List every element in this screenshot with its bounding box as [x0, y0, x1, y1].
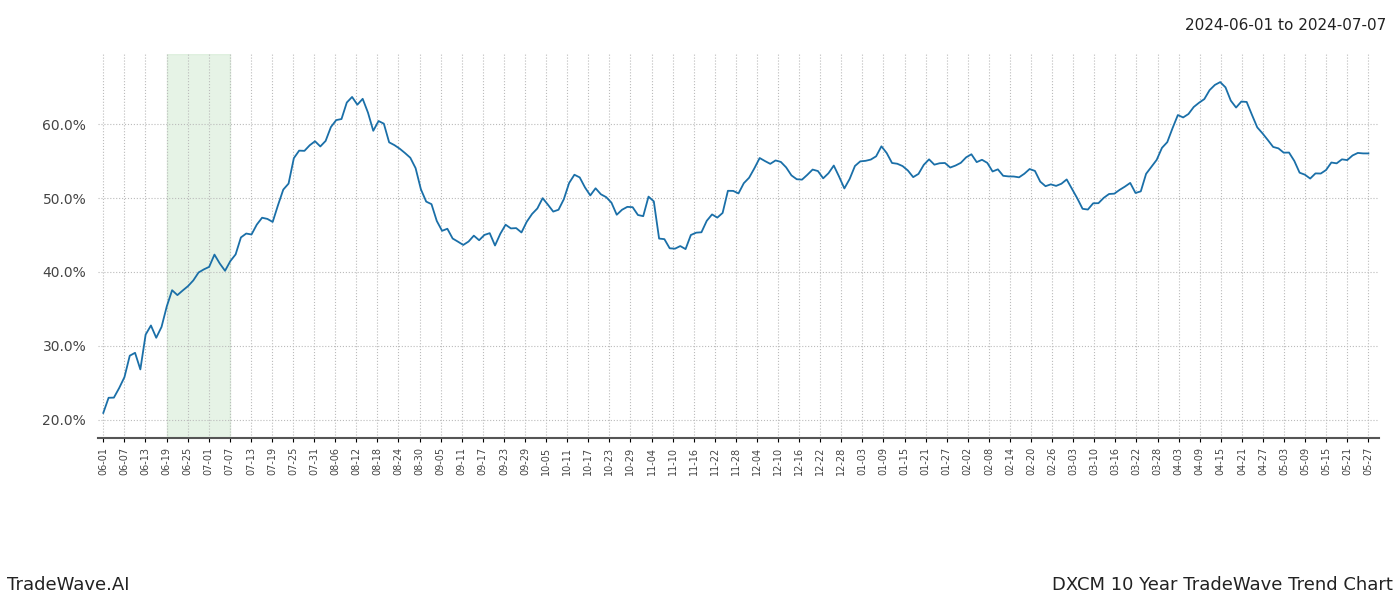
Text: TradeWave.AI: TradeWave.AI [7, 576, 129, 594]
Text: 2024-06-01 to 2024-07-07: 2024-06-01 to 2024-07-07 [1184, 18, 1386, 33]
Text: DXCM 10 Year TradeWave Trend Chart: DXCM 10 Year TradeWave Trend Chart [1053, 576, 1393, 594]
Bar [167, 54, 230, 438]
